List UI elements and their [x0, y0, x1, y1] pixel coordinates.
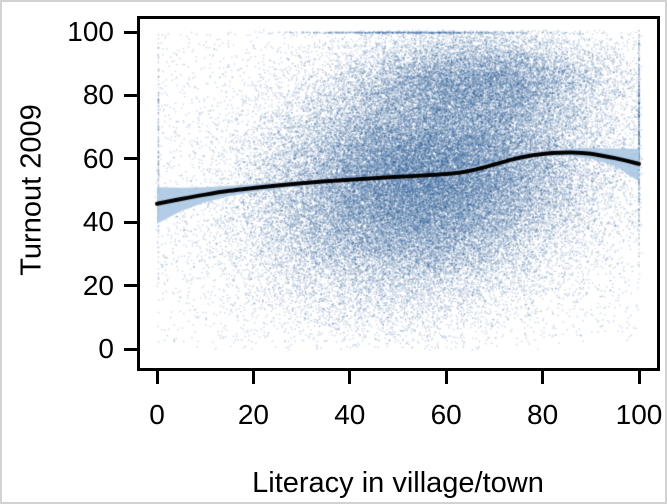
- y-tick-mark: [124, 93, 137, 97]
- y-tick-label: 0: [98, 333, 114, 364]
- x-axis-title: Literacy in village/town: [252, 467, 544, 499]
- x-tick-mark: [541, 371, 545, 384]
- x-tick-mark: [155, 371, 159, 384]
- x-tick-label: 20: [237, 399, 269, 430]
- y-tick-mark: [124, 220, 137, 224]
- y-tick-mark: [124, 157, 137, 161]
- y-tick-mark: [124, 30, 137, 34]
- y-tick-label: 40: [82, 206, 114, 238]
- y-axis-title: Turnout 2009: [15, 104, 48, 276]
- x-tick-label: 0: [149, 399, 165, 430]
- x-tick-mark: [348, 371, 352, 384]
- x-tick-label: 40: [334, 399, 366, 430]
- x-tick-mark: [444, 371, 448, 384]
- y-tick-label: 100: [67, 16, 114, 47]
- y-tick-label: 20: [82, 269, 114, 301]
- x-tick-label: 60: [430, 399, 462, 430]
- y-tick-mark: [124, 284, 137, 288]
- y-tick-mark: [124, 347, 137, 351]
- y-tick-label: 80: [82, 79, 114, 111]
- x-tick-label: 80: [527, 399, 559, 430]
- x-tick-mark: [637, 371, 641, 384]
- scatter-plot-canvas: [140, 19, 657, 368]
- x-tick-label: 100: [615, 399, 663, 430]
- x-tick-mark: [251, 371, 255, 384]
- y-tick-label: 60: [82, 142, 114, 174]
